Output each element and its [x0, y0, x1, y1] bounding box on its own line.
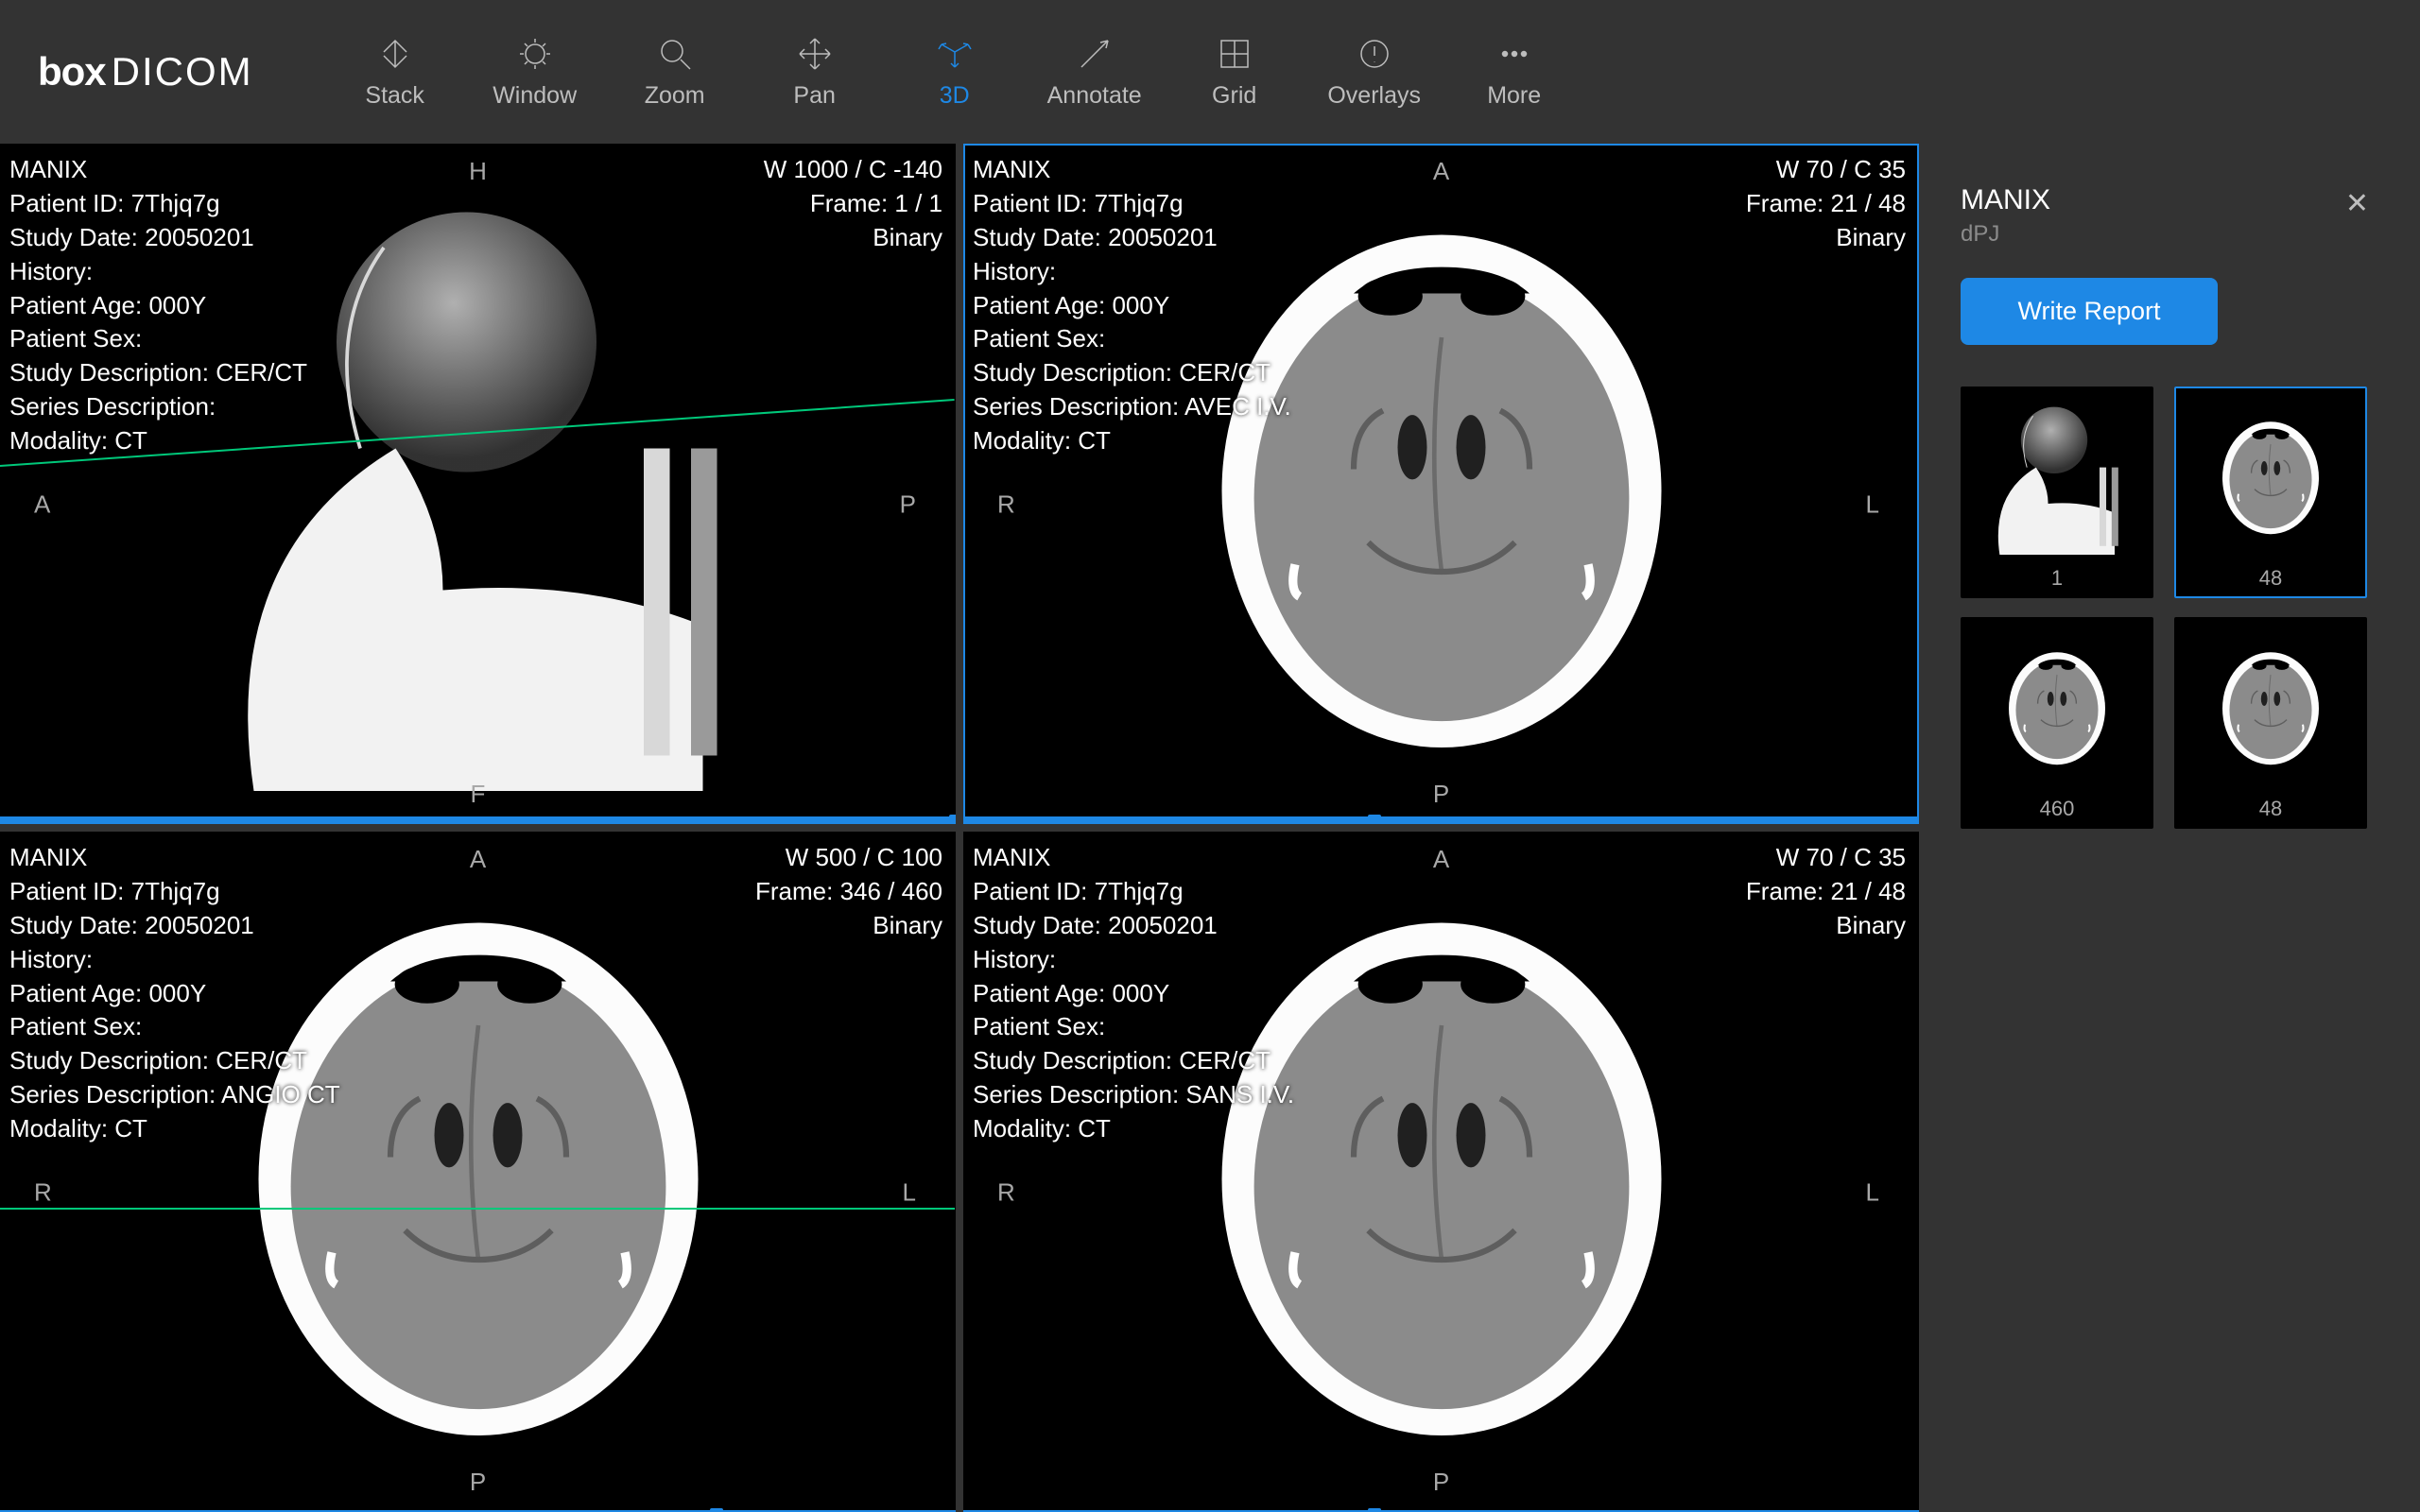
tool-overlays-label: Overlays [1327, 82, 1421, 110]
stack-icon [376, 35, 414, 73]
orientation-left: R [997, 490, 1015, 519]
toolbar-buttons: Stack Window Zoom Pan 3D Annotate Grid Overlays… [348, 35, 1562, 110]
frame-scrollbar[interactable] [963, 816, 1919, 824]
tool-annotate[interactable]: Annotate [1047, 35, 1142, 110]
overlay-top-right: W 70 / C 35 Frame: 21 / 48 Binary [1746, 153, 1906, 255]
thumb-count: 1 [2051, 566, 2063, 598]
tool-window[interactable]: Window [488, 35, 582, 110]
series-thumbnails: 1 48 460 [1961, 387, 2367, 829]
thumb-image [2174, 617, 2367, 797]
orientation-bottom: P [1433, 1468, 1449, 1497]
overlay-top-left: MANIX Patient ID: 7Thjq7g Study Date: 20… [973, 841, 1294, 1146]
orientation-right: L [1866, 1177, 1879, 1207]
orientation-bottom: P [1433, 780, 1449, 809]
thumb-count: 48 [2259, 566, 2282, 598]
3d-icon [936, 35, 974, 73]
tool-3d[interactable]: 3D [908, 35, 1002, 110]
overlays-icon [1356, 35, 1393, 73]
viewport-3[interactable]: MANIX Patient ID: 7Thjq7g Study Date: 20… [0, 832, 956, 1512]
frame-scrollbar[interactable] [0, 816, 956, 824]
side-panel-header: MANIX dPJ ✕ [1961, 183, 2377, 248]
tool-stack[interactable]: Stack [348, 35, 442, 110]
orientation-left: A [34, 490, 50, 519]
viewer-grid: MANIX Patient ID: 7Thjq7g Study Date: 20… [0, 144, 1919, 1512]
tool-zoom[interactable]: Zoom [628, 35, 722, 110]
overlay-top-left: MANIX Patient ID: 7Thjq7g Study Date: 20… [9, 153, 307, 458]
thumb-count: 48 [2259, 797, 2282, 829]
zoom-icon [656, 35, 694, 73]
viewport-4[interactable]: MANIX Patient ID: 7Thjq7g Study Date: 20… [963, 832, 1919, 1512]
series-thumb-1[interactable]: 1 [1961, 387, 2153, 598]
thumb-image [1961, 387, 2153, 566]
tool-window-label: Window [493, 82, 577, 110]
tool-pan[interactable]: Pan [768, 35, 862, 110]
tool-more-label: More [1487, 82, 1541, 110]
tool-pan-label: Pan [793, 82, 835, 110]
overlay-top-right: W 70 / C 35 Frame: 21 / 48 Binary [1746, 841, 1906, 943]
orientation-top: A [470, 845, 486, 874]
tool-overlays[interactable]: Overlays [1327, 35, 1422, 110]
orientation-bottom: P [470, 1468, 486, 1497]
orientation-right: L [903, 1177, 916, 1207]
logo-brand: box [38, 49, 106, 94]
orientation-bottom: F [471, 780, 486, 809]
side-panel: MANIX dPJ ✕ Write Report 1 48 [1919, 144, 2420, 1512]
thumb-image [2174, 387, 2367, 566]
thumb-image [1961, 617, 2153, 797]
orientation-top: H [469, 157, 487, 186]
overlay-top-right: W 1000 / C -140 Frame: 1 / 1 Binary [764, 153, 942, 255]
main-content: MANIX Patient ID: 7Thjq7g Study Date: 20… [0, 144, 2420, 1512]
write-report-button[interactable]: Write Report [1961, 278, 2218, 345]
tool-grid-label: Grid [1212, 82, 1256, 110]
tool-more[interactable]: More [1467, 35, 1562, 110]
grid-icon [1216, 35, 1253, 73]
more-icon [1495, 35, 1533, 73]
orientation-left: R [997, 1177, 1015, 1207]
annotate-icon [1076, 35, 1114, 73]
tool-grid[interactable]: Grid [1187, 35, 1282, 110]
orientation-right: L [1866, 490, 1879, 519]
viewport-2[interactable]: MANIX Patient ID: 7Thjq7g Study Date: 20… [963, 144, 1919, 824]
series-thumb-2[interactable]: 48 [2174, 387, 2367, 598]
orientation-left: R [34, 1177, 52, 1207]
thumb-count: 460 [2040, 797, 2075, 829]
window-icon [516, 35, 554, 73]
close-icon[interactable]: ✕ [2338, 183, 2377, 224]
tool-zoom-label: Zoom [645, 82, 705, 110]
logo-product: DICOM [112, 49, 253, 94]
toolbar: box DICOM Stack Window Zoom Pan 3D Annotate Gr… [0, 0, 2420, 144]
viewport-1[interactable]: MANIX Patient ID: 7Thjq7g Study Date: 20… [0, 144, 956, 824]
side-panel-subtitle: dPJ [1961, 221, 2050, 248]
tool-annotate-label: Annotate [1047, 82, 1142, 110]
series-thumb-3[interactable]: 460 [1961, 617, 2153, 829]
series-thumb-4[interactable]: 48 [2174, 617, 2367, 829]
orientation-top: A [1433, 157, 1449, 186]
orientation-right: P [900, 490, 916, 519]
pan-icon [796, 35, 834, 73]
tool-3d-label: 3D [940, 82, 970, 110]
tool-stack-label: Stack [365, 82, 424, 110]
overlay-top-right: W 500 / C 100 Frame: 346 / 460 Binary [755, 841, 942, 943]
overlay-top-left: MANIX Patient ID: 7Thjq7g Study Date: 20… [973, 153, 1291, 458]
side-panel-title: MANIX [1961, 183, 2050, 217]
overlay-top-left: MANIX Patient ID: 7Thjq7g Study Date: 20… [9, 841, 340, 1146]
app-logo: box DICOM [38, 49, 253, 94]
orientation-top: A [1433, 845, 1449, 874]
